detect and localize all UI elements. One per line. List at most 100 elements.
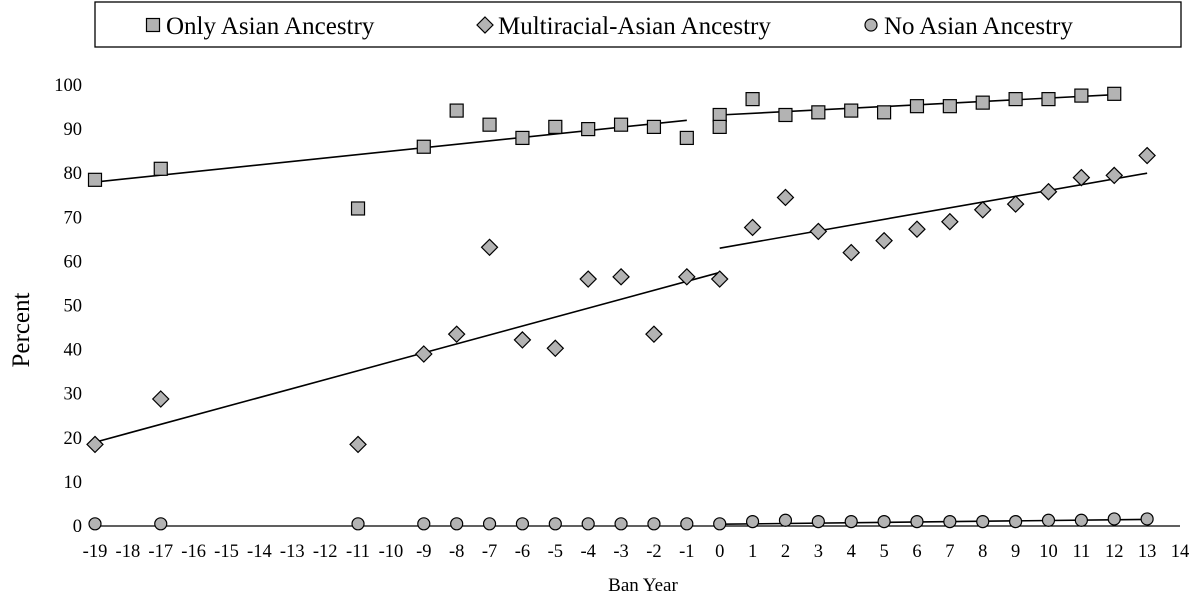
point-only-asian-ancestry: [844, 103, 859, 118]
point-multiracial-asian-ancestry: [809, 222, 828, 241]
point-no-asian-ancestry: [88, 517, 102, 531]
x-tick-label: -14: [247, 542, 272, 562]
x-tick-label: 14: [1171, 542, 1190, 562]
x-tick-label: -1: [679, 542, 694, 562]
x-tick-label: -16: [181, 542, 206, 562]
point-no-asian-ancestry: [450, 517, 464, 531]
point-only-asian-ancestry: [646, 119, 662, 134]
point-only-asian-ancestry: [679, 130, 694, 146]
point-no-asian-ancestry: [351, 517, 365, 531]
point-only-asian-ancestry: [548, 119, 563, 134]
x-tick-label: 4: [847, 542, 856, 562]
point-multiracial-asian-ancestry: [86, 435, 104, 454]
point-only-asian-ancestry: [975, 95, 990, 110]
point-no-asian-ancestry: [713, 517, 727, 531]
y-tick-label: 80: [64, 164, 83, 184]
point-multiracial-asian-ancestry: [875, 231, 893, 250]
legend-label-multiracial-asian-ancestry: Multiracial-Asian Ancestry: [498, 13, 771, 40]
trend-line-multiracial-asian-ancestry: [719, 172, 1148, 249]
x-tick-label: -8: [449, 542, 464, 562]
point-only-asian-ancestry: [581, 121, 596, 137]
point-multiracial-asian-ancestry: [349, 435, 367, 454]
point-no-asian-ancestry: [778, 513, 793, 527]
point-multiracial-asian-ancestry: [1105, 166, 1124, 185]
x-tick-label: -11: [346, 542, 370, 562]
x-tick-label: -9: [416, 542, 431, 562]
point-multiracial-asian-ancestry: [1138, 146, 1156, 165]
point-no-asian-ancestry: [976, 514, 990, 529]
y-tick-label: 90: [64, 120, 83, 140]
x-axis: -19 -18 -17 -16 -15 -14 -13 -12 -11 -10 -9 -8 -7 -6 -5…: [83, 525, 1190, 562]
point-only-asian-ancestry: [745, 92, 760, 107]
point-no-asian-ancestry: [1140, 512, 1154, 526]
point-multiracial-asian-ancestry: [743, 218, 762, 237]
point-only-asian-ancestry: [153, 161, 168, 176]
x-tick-label: -13: [280, 542, 305, 562]
point-multiracial-asian-ancestry: [1072, 168, 1091, 187]
point-no-asian-ancestry: [1107, 512, 1121, 526]
point-only-asian-ancestry: [712, 119, 727, 134]
y-tick-label: 50: [64, 297, 83, 317]
x-tick-label: -4: [580, 542, 595, 562]
point-multiracial-asian-ancestry: [1006, 195, 1025, 213]
x-tick-label: -12: [313, 542, 338, 562]
point-only-asian-ancestry: [1074, 88, 1089, 103]
trend-lines: [94, 93, 1148, 526]
x-tick-label: -19: [83, 542, 108, 562]
point-only-asian-ancestry: [449, 103, 464, 118]
x-tick-label: 9: [1011, 542, 1020, 562]
legend-box: [94, 1, 1182, 48]
point-only-asian-ancestry: [1107, 86, 1122, 101]
y-tick-label: 60: [64, 252, 83, 272]
point-no-asian-ancestry: [482, 517, 497, 531]
point-only-asian-ancestry: [613, 117, 629, 132]
data-points: [86, 86, 1156, 531]
x-tick-label: -17: [148, 542, 173, 562]
point-only-asian-ancestry: [876, 105, 892, 120]
x-tick-label: -3: [613, 542, 628, 562]
point-multiracial-asian-ancestry: [776, 188, 795, 207]
y-tick-label: 100: [54, 76, 82, 96]
trend-line-multiracial-asian-ancestry: [94, 271, 720, 443]
point-no-asian-ancestry: [614, 517, 628, 531]
x-tick-label: 11: [1072, 542, 1090, 562]
x-tick-label: 2: [781, 542, 790, 562]
point-only-asian-ancestry: [1041, 92, 1056, 107]
x-tick-label: 7: [945, 542, 954, 562]
y-tick-label: 40: [64, 341, 83, 361]
point-multiracial-asian-ancestry: [579, 270, 598, 288]
legend: Only Asian Ancestry Multiracial-Asian Anc…: [94, 1, 1182, 48]
x-tick-label: 6: [912, 542, 921, 562]
y-axis-title: Percent: [8, 292, 35, 367]
point-no-asian-ancestry: [680, 517, 694, 531]
point-multiracial-asian-ancestry: [612, 267, 630, 286]
point-multiracial-asian-ancestry: [447, 325, 466, 344]
legend-marker-multiracial-asian-ancestry: [476, 16, 494, 34]
point-no-asian-ancestry: [877, 514, 891, 529]
legend-label-no-asian-ancestry: No Asian Ancestry: [884, 13, 1073, 40]
legend-marker-no-asian-ancestry: [864, 18, 878, 32]
point-only-asian-ancestry: [909, 99, 925, 114]
x-tick-label: 5: [879, 542, 888, 562]
point-no-asian-ancestry: [647, 517, 661, 531]
point-only-asian-ancestry: [87, 172, 103, 187]
point-multiracial-asian-ancestry: [940, 212, 959, 231]
point-multiracial-asian-ancestry: [1039, 182, 1058, 201]
x-tick-label: -15: [214, 542, 239, 562]
x-axis-title: Ban Year: [608, 575, 678, 595]
x-tick-label: -18: [116, 542, 141, 562]
legend-label-only-asian-ancestry: Only Asian Ancestry: [166, 13, 375, 40]
point-multiracial-asian-ancestry: [908, 220, 926, 239]
point-no-asian-ancestry: [1009, 514, 1023, 529]
point-no-asian-ancestry: [910, 514, 924, 529]
x-tick-label: -6: [515, 542, 530, 562]
point-no-asian-ancestry: [548, 517, 562, 531]
legend-marker-only-asian-ancestry: [145, 17, 161, 33]
x-tick-label: 12: [1105, 542, 1124, 562]
y-axis: 0 10 20 30 40 50 60 70 80 90 100: [54, 76, 82, 537]
x-tick-label: 0: [715, 542, 724, 562]
x-tick-label: -2: [646, 542, 661, 562]
x-tick-label: 10: [1039, 542, 1058, 562]
point-no-asian-ancestry: [745, 514, 760, 529]
